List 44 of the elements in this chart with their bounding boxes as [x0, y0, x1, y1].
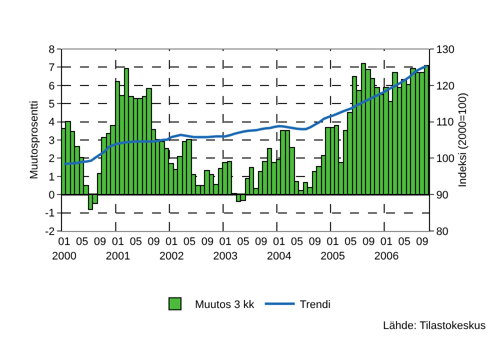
x-tick-label: 01 2001 [106, 236, 130, 262]
y-tick-label: 3 [48, 134, 55, 147]
y-tick-label: 6 [48, 80, 55, 92]
text: Lähde: Tilastokeskus [383, 320, 486, 332]
x-tick-label: 05 [290, 236, 304, 248]
x-tick-label: 05 [398, 236, 411, 248]
x-tick-label: 09 [148, 236, 160, 248]
y2-tick-label: 110 [436, 116, 454, 129]
legend-label: Trendi [300, 299, 331, 312]
x-tick-label: 05 [76, 236, 88, 248]
y-tick-label: 5 [48, 98, 55, 110]
x-tick-label: 09 [362, 236, 375, 248]
y2-axis-title: Indeksi (2000=100) [456, 92, 469, 188]
legend-label: Muutos 3 kk [195, 299, 255, 312]
y-tick-label: -2 [45, 226, 55, 238]
y-tick-label: -1 [45, 208, 55, 220]
y-tick-label: 1 [48, 171, 55, 184]
x-tick-label: 09 [201, 236, 214, 248]
y2-tick-label: 90 [436, 189, 448, 202]
x-tick-label: 01 2006 [374, 236, 399, 262]
y-tick-label: 0 [48, 189, 55, 202]
x-tick-label: 01 2003 [213, 236, 238, 262]
x-tick-label: 09 [255, 236, 268, 248]
y2-tick-label: 120 [436, 80, 455, 92]
y-tick-label: 4 [48, 116, 55, 129]
x-tick-label: 09 [416, 236, 428, 248]
x-tick-label: 01 2000 [52, 236, 76, 262]
y-tick-label: 7 [48, 62, 55, 74]
x-tick-label: 01 2004 [266, 236, 292, 262]
y2-tick-label: 100 [436, 153, 455, 166]
x-tick-label: 05 [237, 236, 250, 248]
x-tick-label: 05 [183, 236, 196, 248]
x-tick-label: 05 [344, 236, 357, 248]
x-tick-label: 09 [94, 236, 106, 248]
x-tick-label: 01 2005 [320, 236, 346, 262]
x-tick-label: 05 [130, 236, 142, 248]
x-tick-label: 01 2002 [159, 236, 184, 262]
y-tick-label: 8 [48, 44, 55, 56]
x-tick-label: 09 [308, 236, 321, 248]
line-series [62, 64, 428, 166]
y2-tick-label: 130 [436, 44, 455, 56]
y-tick-label: 2 [48, 153, 55, 166]
y-axis-title: Muutosprosentti [28, 100, 41, 180]
y2-tick-label: 80 [436, 226, 448, 238]
